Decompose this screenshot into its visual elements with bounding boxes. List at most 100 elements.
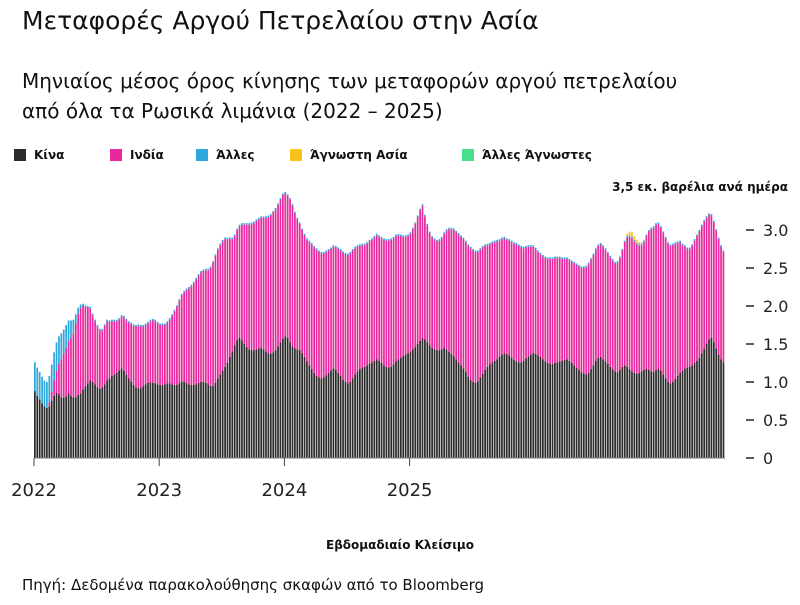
bar-other — [722, 250, 725, 253]
bar-other — [113, 319, 116, 322]
bar-china — [272, 352, 275, 458]
bar-other — [568, 258, 571, 261]
bar-other — [356, 245, 359, 247]
bar-other — [347, 253, 349, 256]
bar-other — [647, 230, 650, 232]
bar-china — [631, 371, 633, 458]
bar-india — [315, 249, 318, 376]
bar-china — [635, 373, 638, 458]
bar-india — [272, 212, 275, 353]
bar-other — [681, 243, 684, 246]
chart-legend: Κίνα Ινδία Άλλες Άγνωστη Ασία Άλλες Άγνω… — [0, 148, 800, 170]
bar-india — [546, 258, 549, 363]
bar-india — [621, 250, 624, 367]
bar-other — [472, 249, 474, 251]
bar-india — [359, 245, 361, 370]
bar-india — [674, 243, 677, 379]
bar-unknown-asia — [626, 233, 629, 237]
bar-other — [41, 376, 43, 404]
bar-india — [385, 240, 388, 367]
bar-india — [306, 239, 308, 362]
bar-india — [195, 279, 198, 385]
bar-india — [395, 236, 397, 362]
bar-india — [493, 242, 496, 361]
bar-china — [373, 360, 376, 458]
bar-india — [164, 325, 166, 385]
bar-india — [106, 321, 108, 381]
bar-india — [224, 239, 226, 367]
bar-india — [74, 323, 77, 398]
bar-india — [450, 229, 453, 354]
bar-india — [686, 249, 689, 368]
bar-other — [204, 268, 207, 271]
bar-china — [322, 377, 325, 458]
bar-india — [667, 243, 669, 382]
bar-india — [347, 255, 349, 384]
bar-other — [207, 268, 210, 271]
bar-other — [303, 233, 306, 236]
bar-china — [132, 385, 135, 458]
bar-china — [669, 383, 672, 458]
bar-india — [556, 258, 559, 363]
bar-china — [74, 397, 77, 458]
bar-china — [578, 369, 580, 458]
bar-other — [79, 304, 82, 309]
bar-china — [303, 356, 306, 458]
bar-india — [67, 340, 70, 394]
bar-other — [460, 235, 462, 237]
bar-other — [103, 324, 106, 326]
bar-china — [281, 338, 284, 458]
bar-china — [284, 336, 287, 458]
bar-other — [231, 237, 234, 240]
y-tick-label: 2.0 — [763, 297, 788, 316]
bar-india — [120, 316, 123, 369]
bar-china — [681, 370, 684, 458]
bar-other — [594, 248, 597, 250]
bar-china — [320, 378, 323, 458]
bar-other — [537, 250, 539, 253]
bar-other — [662, 231, 665, 234]
x-tick-label: 2024 — [261, 480, 307, 501]
bar-china — [647, 369, 650, 458]
bar-other — [308, 240, 311, 243]
legend-swatch-unknown-asia — [290, 149, 302, 161]
bar-india — [243, 224, 246, 344]
bar-china — [361, 367, 364, 458]
bar-india — [426, 225, 429, 343]
bar-china — [383, 365, 385, 458]
bar-other — [147, 321, 149, 324]
bar-china — [125, 374, 128, 458]
bar-china — [688, 366, 691, 458]
bar-india — [445, 230, 448, 350]
bar-other — [118, 318, 120, 320]
bar-other — [241, 223, 243, 225]
bar-china — [686, 367, 689, 458]
bar-other — [127, 321, 130, 323]
bar-india — [178, 300, 181, 384]
x-axis-label: Εβδομαδιαίο Κλείσιμο — [326, 538, 474, 552]
bar-other — [672, 243, 674, 246]
bar-china — [691, 365, 694, 458]
bar-china — [219, 374, 222, 458]
bar-other — [337, 247, 340, 249]
bar-india — [679, 242, 681, 373]
bar-india — [245, 224, 248, 348]
bar-other — [166, 321, 169, 323]
bar-india — [79, 308, 82, 394]
bar-india — [296, 219, 299, 350]
bar-india — [130, 324, 133, 382]
bar-china — [657, 368, 660, 458]
bar-india — [168, 319, 171, 384]
bar-other — [238, 224, 241, 227]
bar-china — [70, 395, 72, 458]
bar-other — [387, 239, 390, 241]
bar-other — [436, 239, 438, 242]
bar-china — [710, 337, 713, 458]
bar-other — [130, 322, 133, 325]
bar-other — [546, 257, 549, 259]
bar-china — [436, 350, 438, 458]
bar-unknown-asia — [643, 239, 645, 241]
bar-china — [327, 372, 330, 458]
bar-india — [443, 233, 446, 348]
bar-india — [486, 245, 489, 367]
